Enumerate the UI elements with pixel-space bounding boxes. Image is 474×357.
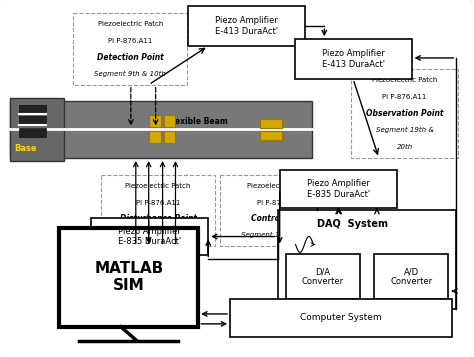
Text: MATLAB
SIM: MATLAB SIM: [94, 261, 164, 293]
Text: Base: Base: [15, 144, 37, 153]
Bar: [280, 170, 397, 208]
Text: Computer System: Computer System: [301, 313, 382, 322]
Text: Piezoelectric Patch: Piezoelectric Patch: [247, 183, 312, 189]
Text: PI P-876.A11: PI P-876.A11: [383, 94, 427, 100]
Bar: [278, 210, 456, 309]
Bar: [230, 299, 452, 337]
Text: Piezo Amplifier
E-835 DuraAct': Piezo Amplifier E-835 DuraAct': [118, 227, 181, 246]
Bar: [164, 116, 175, 127]
Bar: [73, 13, 187, 85]
Text: PI P-876.A11: PI P-876.A11: [136, 200, 180, 206]
Bar: [164, 131, 175, 143]
Text: Disturbance Point: Disturbance Point: [119, 215, 197, 223]
Bar: [286, 255, 360, 299]
Text: Segment 19th &: Segment 19th &: [376, 127, 434, 133]
Text: 20th: 20th: [397, 144, 413, 150]
Bar: [18, 129, 46, 137]
Bar: [91, 218, 208, 255]
Text: Piezo Amplifier
E-413 DuraAct': Piezo Amplifier E-413 DuraAct': [215, 16, 278, 36]
Text: Piezoelectric Patch: Piezoelectric Patch: [372, 77, 438, 83]
Text: DAQ  System: DAQ System: [317, 218, 388, 228]
Bar: [149, 131, 161, 143]
Text: A/D
Converter: A/D Converter: [390, 267, 432, 286]
Text: Flexible Beam: Flexible Beam: [167, 117, 228, 126]
Bar: [188, 6, 305, 46]
Text: Segment 9th & 10th: Segment 9th & 10th: [94, 71, 166, 77]
Text: Segment 10th & 11th: Segment 10th & 11th: [241, 232, 318, 238]
Text: Piezoelectric Patch: Piezoelectric Patch: [126, 183, 191, 189]
Bar: [59, 228, 198, 327]
Text: Detection Point: Detection Point: [97, 53, 164, 62]
Bar: [294, 39, 411, 79]
Text: PI P-876.A11: PI P-876.A11: [108, 38, 153, 44]
Bar: [260, 131, 282, 140]
Text: D/A
Converter: D/A Converter: [302, 267, 344, 286]
Text: Segment 8th & 9th: Segment 8th & 9th: [125, 232, 192, 238]
Bar: [374, 255, 448, 299]
Bar: [18, 116, 46, 125]
Text: Observation Point: Observation Point: [366, 109, 444, 118]
Bar: [10, 101, 312, 158]
Bar: [101, 175, 215, 246]
Text: Control Point: Control Point: [251, 215, 308, 223]
Text: PI P-876.A11: PI P-876.A11: [257, 200, 302, 206]
Bar: [260, 120, 282, 129]
Bar: [18, 105, 46, 114]
Text: Piezoelectric Patch: Piezoelectric Patch: [98, 21, 163, 27]
Text: Piezo Amplifier
E-835 DuraAct': Piezo Amplifier E-835 DuraAct': [307, 179, 370, 198]
Bar: [220, 175, 339, 246]
Text: Piezo Amplifier
E-413 DuraAct': Piezo Amplifier E-413 DuraAct': [321, 49, 384, 69]
Bar: [10, 97, 64, 161]
Bar: [351, 69, 458, 158]
Bar: [149, 116, 161, 127]
